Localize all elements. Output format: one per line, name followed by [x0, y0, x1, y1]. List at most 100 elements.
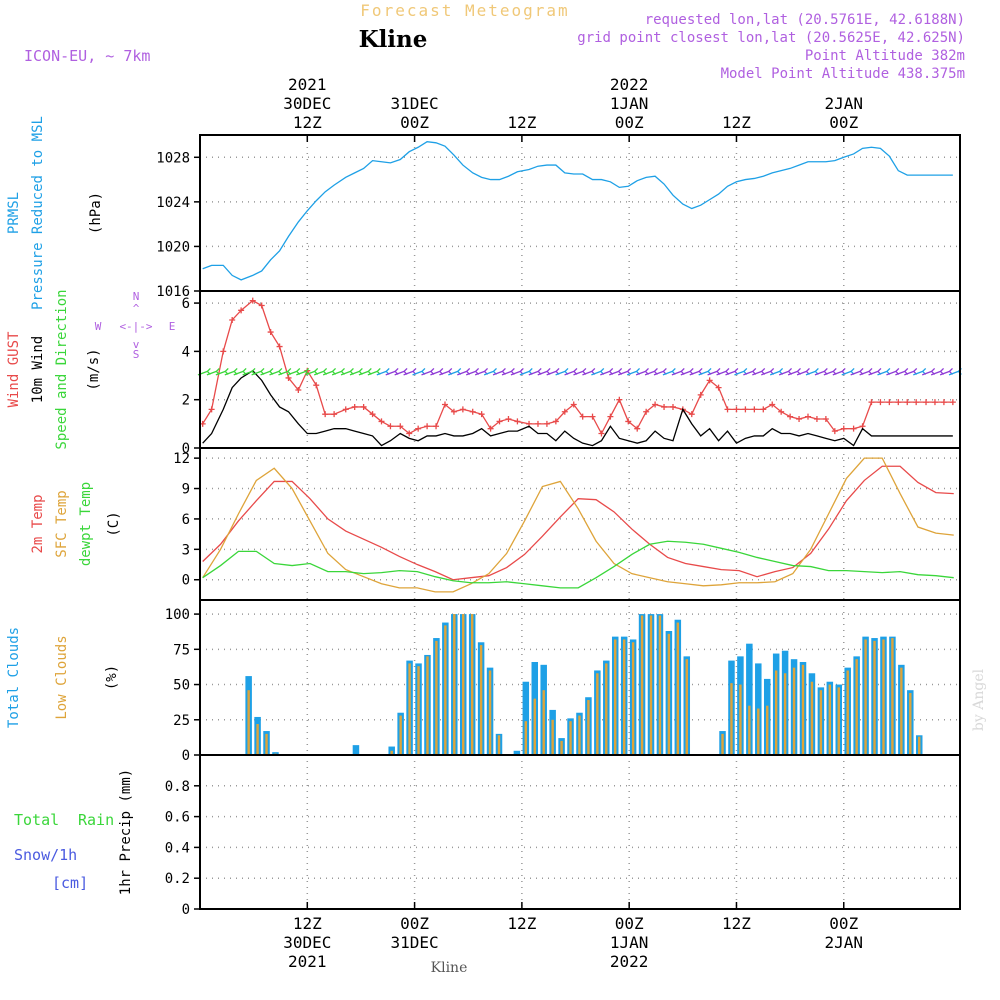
- gust-marker: [949, 399, 956, 406]
- gust-marker: [543, 420, 550, 427]
- series-dewpt-temp: [202, 540, 954, 589]
- wind-arrow: [832, 370, 843, 376]
- wind-arrow: [752, 370, 762, 376]
- wind-arrow: [734, 370, 745, 376]
- compass-cross: <-|->: [119, 320, 152, 333]
- wind-arrow: [644, 370, 655, 376]
- low-cloud-bar: [766, 705, 769, 755]
- series-sfc-temp: [202, 457, 954, 593]
- gust-marker: [360, 403, 367, 410]
- panel-frame: [199, 134, 961, 292]
- wind-arrow: [465, 370, 476, 376]
- gust-marker: [831, 428, 838, 435]
- gust-marker: [229, 316, 236, 323]
- wind-arrow: [457, 370, 467, 376]
- low-cloud-bar: [685, 659, 688, 755]
- ytick-label: 50: [173, 678, 190, 694]
- compass-arrow-up: ^: [133, 302, 140, 315]
- low-cloud-bar: [631, 642, 635, 755]
- gust-marker: [469, 408, 476, 415]
- wind-arrow: [787, 370, 798, 376]
- wind-arrow: [492, 370, 503, 376]
- wind-arrow: [761, 370, 771, 376]
- time-label-top: 12Z: [722, 113, 751, 132]
- series-prmsl: [202, 141, 953, 281]
- wind-arrow: [680, 370, 691, 376]
- low-cloud-bar: [524, 721, 528, 755]
- time-label-bottom: 12Z: [507, 914, 536, 933]
- wind-arrow: [653, 370, 664, 376]
- gust-marker: [733, 406, 740, 413]
- wind-arrow: [483, 370, 494, 376]
- low-cloud-bar: [757, 708, 760, 755]
- ytick-label: 100: [165, 607, 190, 623]
- gust-marker: [424, 423, 431, 430]
- wind-arrow: [609, 370, 619, 376]
- station-title: Kline: [359, 26, 428, 53]
- low-cloud-bar: [488, 670, 492, 755]
- time-label-bottom: 2021: [288, 952, 327, 971]
- gust-marker: [514, 418, 521, 425]
- gust-marker: [822, 416, 829, 423]
- wind-arrow: [725, 370, 736, 376]
- wind-arrow: [564, 370, 575, 376]
- wind-arrow: [778, 370, 789, 376]
- gust-marker: [868, 399, 875, 406]
- wind-arrow: [671, 370, 682, 376]
- gust-marker: [796, 416, 803, 423]
- ylabel: dewpt Temp: [78, 482, 94, 566]
- ytick-label: 1016: [156, 284, 190, 300]
- ylabel: Pressure Reduced to MSL: [30, 116, 46, 310]
- wind-arrow: [412, 370, 423, 376]
- wind-arrow: [313, 370, 324, 376]
- low-cloud-bar: [435, 640, 438, 755]
- low-cloud-bar: [479, 645, 483, 755]
- series-10m-wind: [202, 369, 953, 447]
- compass-arrow-down: v: [133, 338, 140, 351]
- wind-arrow: [814, 370, 825, 376]
- wind-arrow: [895, 370, 906, 376]
- ylabel: (C): [106, 511, 122, 536]
- gust-marker: [276, 343, 283, 350]
- gust-marker: [415, 425, 422, 432]
- wind-arrow: [689, 370, 700, 376]
- wind-arrow: [743, 370, 754, 376]
- low-cloud-bar: [774, 670, 778, 755]
- wind-arrow: [662, 370, 673, 376]
- ytick-label: 3: [182, 542, 190, 558]
- legend-cm: [cm]: [52, 874, 88, 892]
- gust-marker: [331, 411, 338, 418]
- low-cloud-bar: [783, 673, 787, 755]
- wind-arrow: [233, 370, 244, 376]
- gust-marker: [904, 399, 911, 406]
- ytick-label: 0.2: [165, 871, 190, 887]
- ylabel: Low Clouds: [54, 635, 70, 719]
- gust-marker: [208, 406, 215, 413]
- panel-4: 0 0.2 0.4 0.6 0.8 1hr Precip (mm) Total RainSno…: [14, 754, 961, 918]
- wind-arrow: [206, 370, 217, 376]
- low-cloud-bar: [909, 693, 912, 755]
- low-cloud-bar: [444, 625, 447, 755]
- gust-marker: [669, 403, 676, 410]
- low-cloud-bar: [837, 687, 840, 755]
- wind-arrow: [528, 370, 539, 376]
- low-cloud-bar: [587, 700, 590, 755]
- wind-arrow: [376, 370, 387, 376]
- ytick-label: 12: [173, 451, 190, 467]
- time-label-top: 2JAN: [824, 94, 863, 113]
- gust-marker: [534, 420, 541, 427]
- gust-marker: [643, 408, 650, 415]
- wind-arrow: [385, 370, 396, 376]
- gust-marker: [561, 408, 568, 415]
- low-cloud-bar: [819, 690, 823, 755]
- low-cloud-bar: [551, 719, 554, 755]
- panel-2: 0 3 6 9 12 2m Temp SFC Temp dewpt Temp (C): [30, 447, 961, 601]
- low-cloud-bar: [569, 721, 572, 755]
- gust-marker: [652, 401, 659, 408]
- low-cloud-bar: [497, 735, 501, 755]
- low-cloud-bar: [900, 667, 903, 755]
- wind-arrow: [939, 370, 950, 376]
- ylabel: Total Clouds: [6, 627, 22, 728]
- gust-marker: [342, 406, 349, 413]
- wind-arrow: [278, 370, 289, 376]
